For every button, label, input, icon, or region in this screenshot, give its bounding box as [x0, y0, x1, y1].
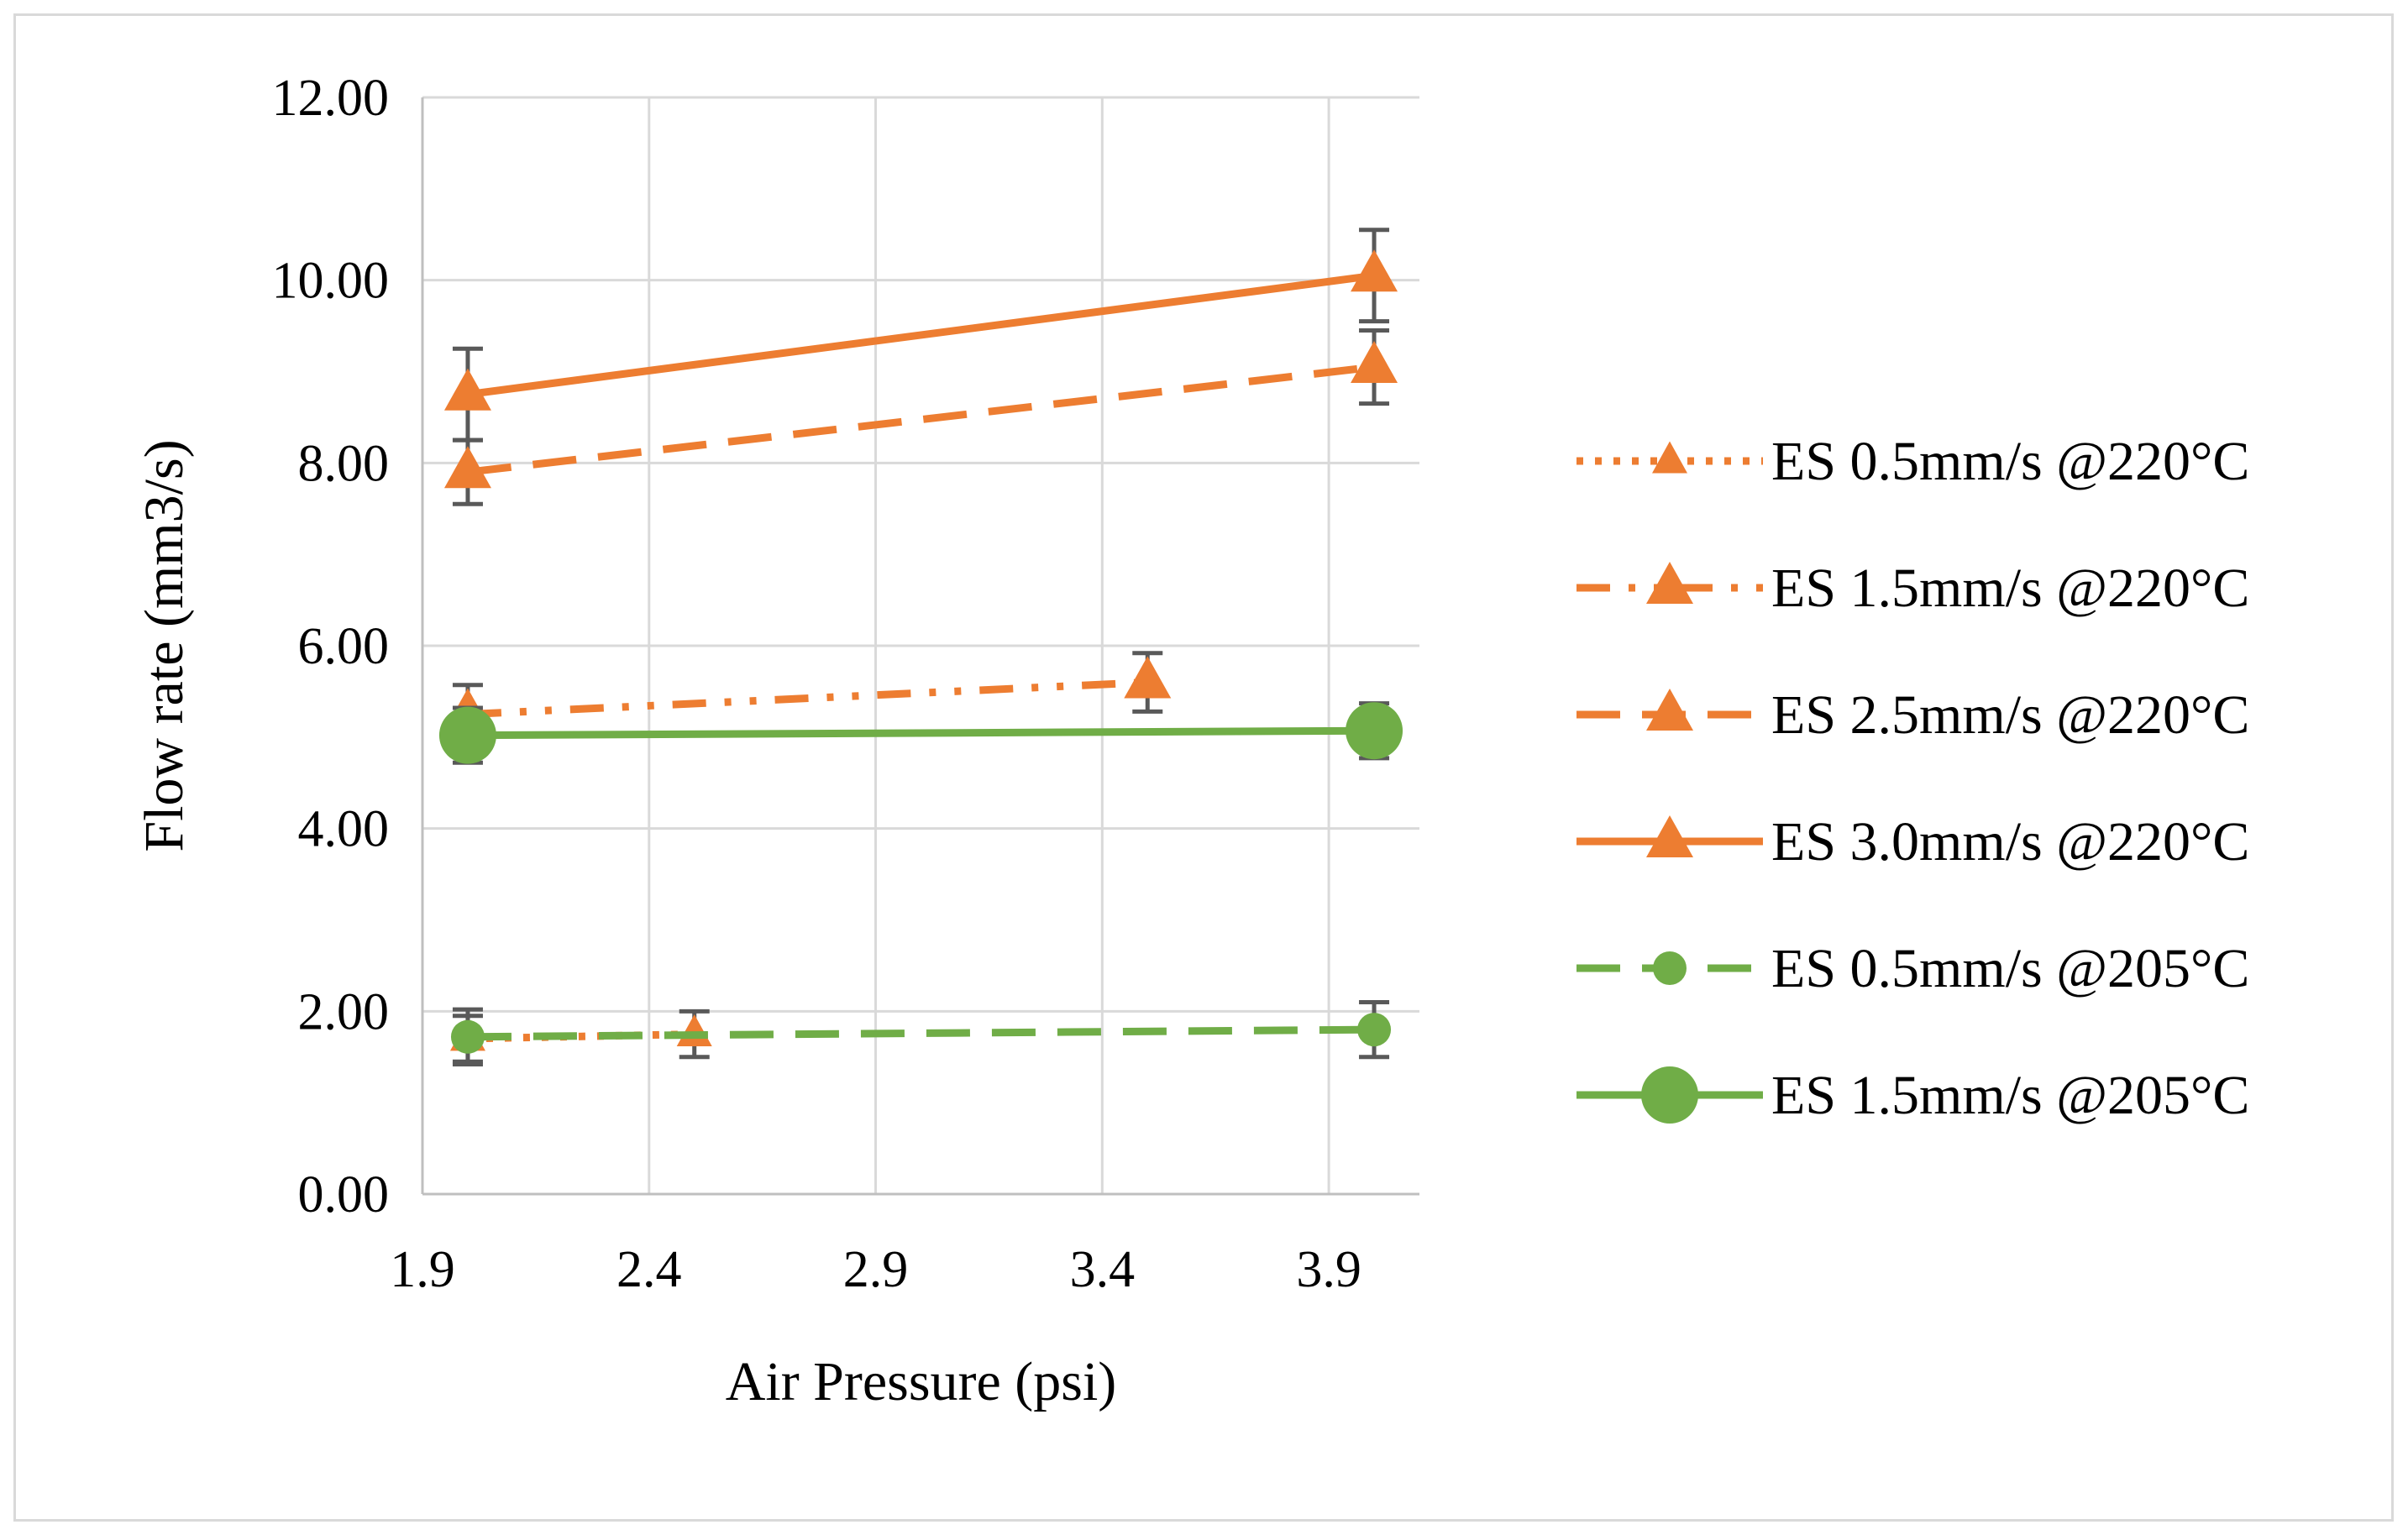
legend-marker — [1653, 951, 1687, 985]
data-point — [438, 706, 496, 764]
legend-marker — [1641, 1066, 1698, 1124]
y-tick-label: 2.00 — [298, 983, 390, 1040]
data-point — [1357, 1013, 1392, 1047]
legend-marker — [1646, 562, 1693, 604]
y-tick-label: 10.00 — [272, 253, 390, 310]
legend-entry: ES 0.5mm/s @220°C — [1576, 431, 2249, 492]
legend-label: ES 0.5mm/s @220°C — [1771, 431, 2249, 492]
legend: ES 0.5mm/s @220°C ES 1.5mm/s @220°C ES 2.5… — [1576, 431, 2249, 1126]
tick-labels: 0.00 2.00 4.00 6.00 8.00 10.00 12.00 1.9 2.4 2.9 3… — [272, 70, 1361, 1298]
series-line — [467, 726, 1375, 740]
legend-label: ES 1.5mm/s @205°C — [1771, 1065, 2249, 1126]
legend-entry: ES 0.5mm/s @205°C — [1576, 938, 2249, 999]
series-6 — [438, 701, 1403, 765]
series-line — [467, 363, 1375, 476]
legend-entry: ES 1.5mm/s @220°C — [1576, 558, 2249, 619]
legend-label: ES 1.5mm/s @220°C — [1771, 558, 2249, 619]
y-tick-label: 12.00 — [272, 70, 390, 127]
legend-marker — [1652, 441, 1687, 474]
legend-entry: ES 3.0mm/s @220°C — [1576, 811, 2249, 872]
gridlines — [422, 96, 1419, 1194]
data-point — [676, 1014, 712, 1046]
x-tick-label: 2.4 — [616, 1241, 682, 1298]
y-axis-title: Flow rate (mm3/s) — [134, 439, 195, 851]
x-tick-label: 3.4 — [1070, 1241, 1136, 1298]
series-line — [467, 271, 1375, 399]
y-tick-label: 6.00 — [298, 618, 390, 675]
legend-entry: ES 1.5mm/s @205°C — [1576, 1065, 2249, 1126]
legend-marker — [1646, 689, 1693, 731]
y-tick-label: 8.00 — [298, 435, 390, 492]
chart-frame: 0.00 2.00 4.00 6.00 8.00 10.00 12.00 1.9 2.4 2.9 3… — [13, 13, 2394, 1522]
data-point — [1351, 249, 1398, 292]
series — [438, 228, 1403, 1066]
x-axis-title: Air Pressure (psi) — [726, 1351, 1117, 1412]
series-line — [467, 1025, 1375, 1041]
data-point — [443, 446, 491, 489]
data-point — [1351, 341, 1398, 384]
data-point — [1346, 702, 1403, 760]
data-point — [450, 1019, 485, 1054]
legend-label: ES 2.5mm/s @220°C — [1771, 684, 2249, 746]
data-point — [1124, 656, 1172, 699]
x-tick-label: 3.9 — [1296, 1241, 1361, 1298]
series-line — [467, 678, 1148, 719]
x-tick-label: 1.9 — [390, 1241, 455, 1298]
axes — [421, 97, 1419, 1196]
y-tick-label: 4.00 — [298, 801, 390, 858]
x-tick-label: 2.9 — [843, 1241, 909, 1298]
data-point — [443, 368, 491, 411]
legend-entry: ES 2.5mm/s @220°C — [1576, 684, 2249, 746]
series-4 — [443, 228, 1398, 443]
series-3 — [443, 328, 1398, 506]
y-tick-label: 0.00 — [298, 1166, 390, 1223]
series-5 — [450, 999, 1392, 1066]
legend-label: ES 0.5mm/s @205°C — [1771, 938, 2249, 999]
legend-marker — [1646, 815, 1693, 857]
line-chart: 0.00 2.00 4.00 6.00 8.00 10.00 12.00 1.9 2.4 2.9 3… — [134, 70, 2249, 1412]
legend-label: ES 3.0mm/s @220°C — [1771, 811, 2249, 872]
